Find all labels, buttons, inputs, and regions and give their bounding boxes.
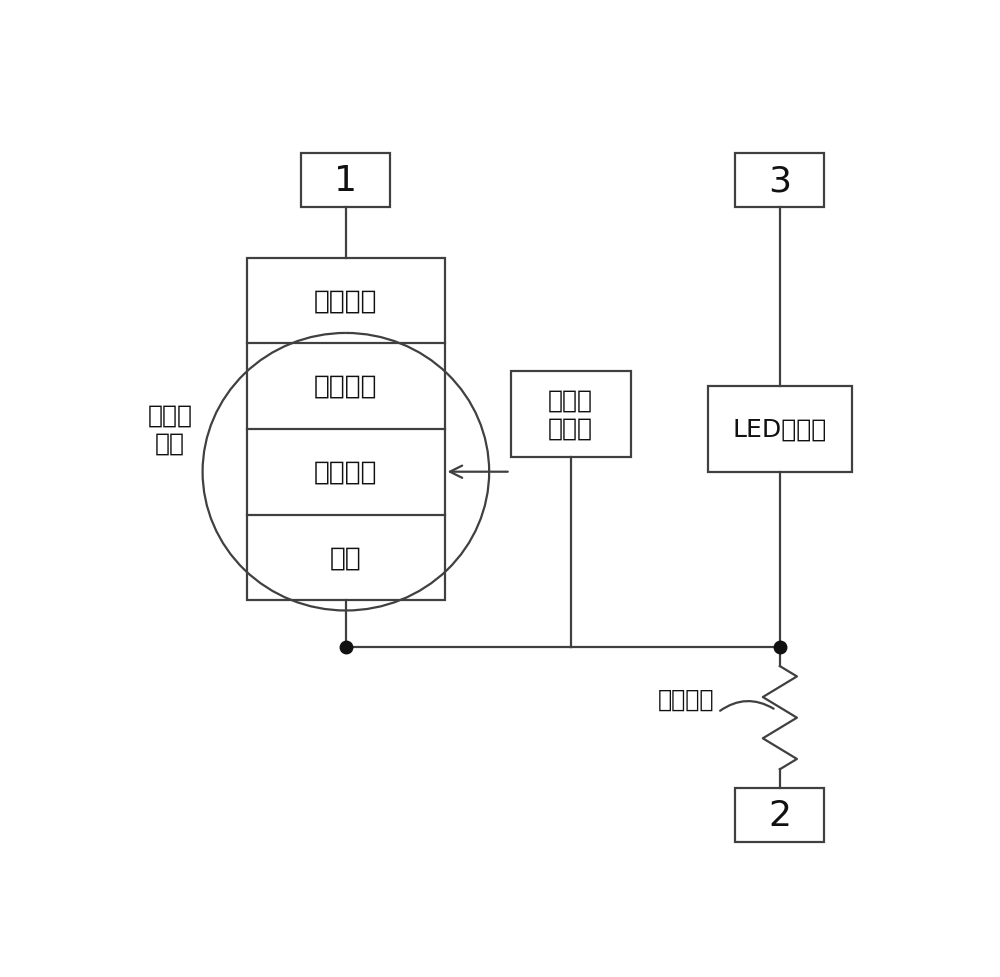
Text: LED电流源: LED电流源 (733, 417, 827, 442)
Text: 1: 1 (334, 164, 357, 198)
Text: 电流检
测电路: 电流检 测电路 (548, 389, 593, 441)
Bar (247, 258, 445, 601)
Text: 电流过渡: 电流过渡 (314, 288, 378, 314)
Text: 动态电
流源: 动态电 流源 (147, 404, 192, 455)
Bar (735, 154, 824, 208)
Bar (708, 386, 852, 473)
Bar (511, 371, 631, 457)
Text: 2: 2 (768, 798, 791, 832)
Text: 第二电流: 第二电流 (314, 373, 378, 400)
Bar (735, 788, 824, 842)
Text: 第一电流: 第一电流 (314, 459, 378, 486)
Bar (301, 154, 390, 208)
Text: 检流电阻: 检流电阻 (658, 687, 714, 711)
Text: 截止: 截止 (330, 545, 362, 571)
Text: 3: 3 (768, 164, 791, 198)
